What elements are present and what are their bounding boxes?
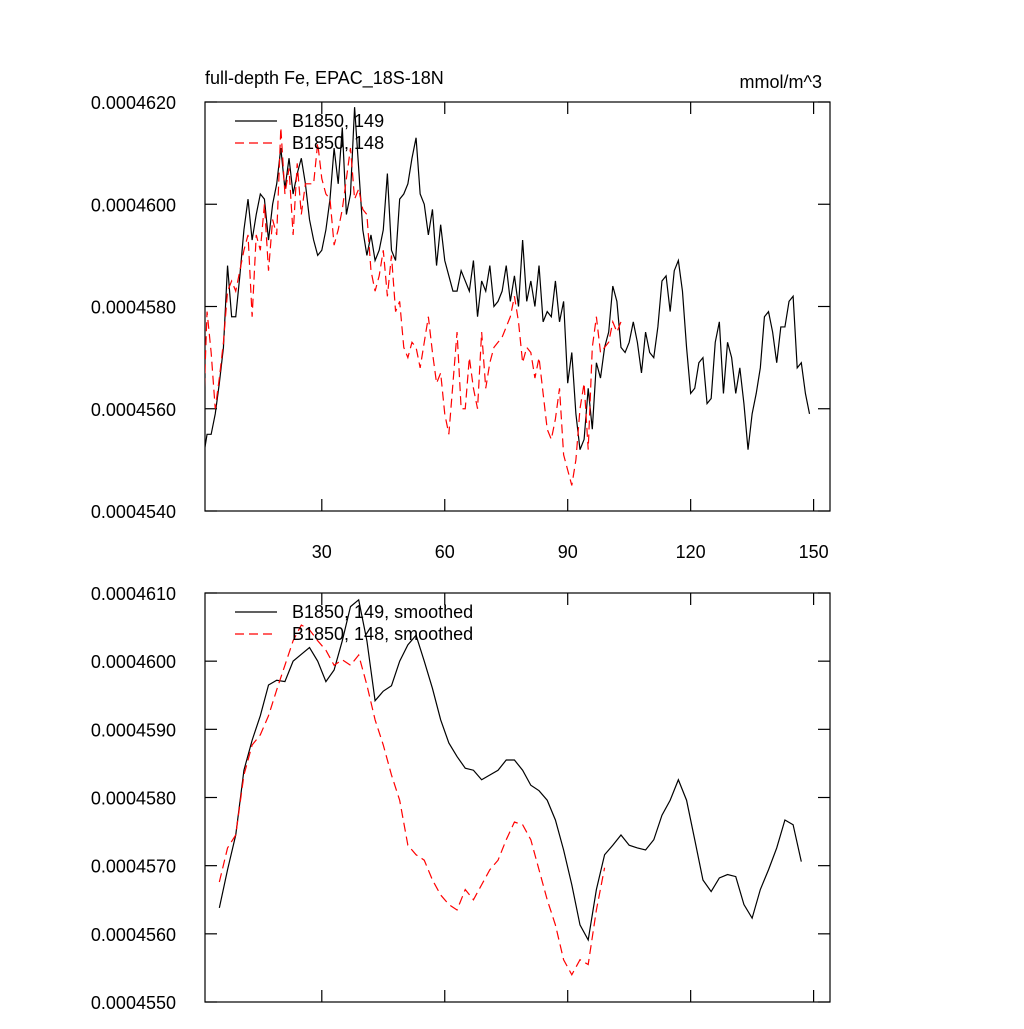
y-tick-label: 0.0004610 xyxy=(91,584,176,604)
y-tick-label: 0.0004560 xyxy=(91,925,176,945)
x-tick-label: 150 xyxy=(799,542,829,562)
series-line xyxy=(205,127,622,486)
legend-label: B1850, 148, smoothed xyxy=(292,624,473,644)
legend-label: B1850, 148 xyxy=(292,133,384,153)
y-tick-label: 0.0004620 xyxy=(91,93,176,113)
y-tick-label: 0.0004550 xyxy=(91,993,176,1013)
legend-label: B1850, 149 xyxy=(292,111,384,131)
y-tick-label: 0.0004540 xyxy=(91,502,176,522)
y-tick-label: 0.0004580 xyxy=(91,298,176,318)
chart-title: full-depth Fe, EPAC_18S-18N xyxy=(205,68,444,89)
series-line xyxy=(218,598,802,942)
x-tick-label: 120 xyxy=(676,542,706,562)
y-tick-label: 0.0004560 xyxy=(91,400,176,420)
y-tick-label: 0.0004580 xyxy=(91,789,176,809)
y-tick-label: 0.0004600 xyxy=(91,195,176,215)
units-label: mmol/m^3 xyxy=(740,72,822,92)
x-tick-label: 30 xyxy=(312,542,332,562)
y-tick-label: 0.0004590 xyxy=(91,720,176,740)
y-tick-label: 0.0004570 xyxy=(91,857,176,877)
x-tick-label: 90 xyxy=(558,542,578,562)
series-line xyxy=(218,624,606,976)
x-tick-label: 60 xyxy=(435,542,455,562)
y-tick-label: 0.0004600 xyxy=(91,652,176,672)
series-line xyxy=(205,107,811,451)
legend-label: B1850, 149, smoothed xyxy=(292,602,473,622)
